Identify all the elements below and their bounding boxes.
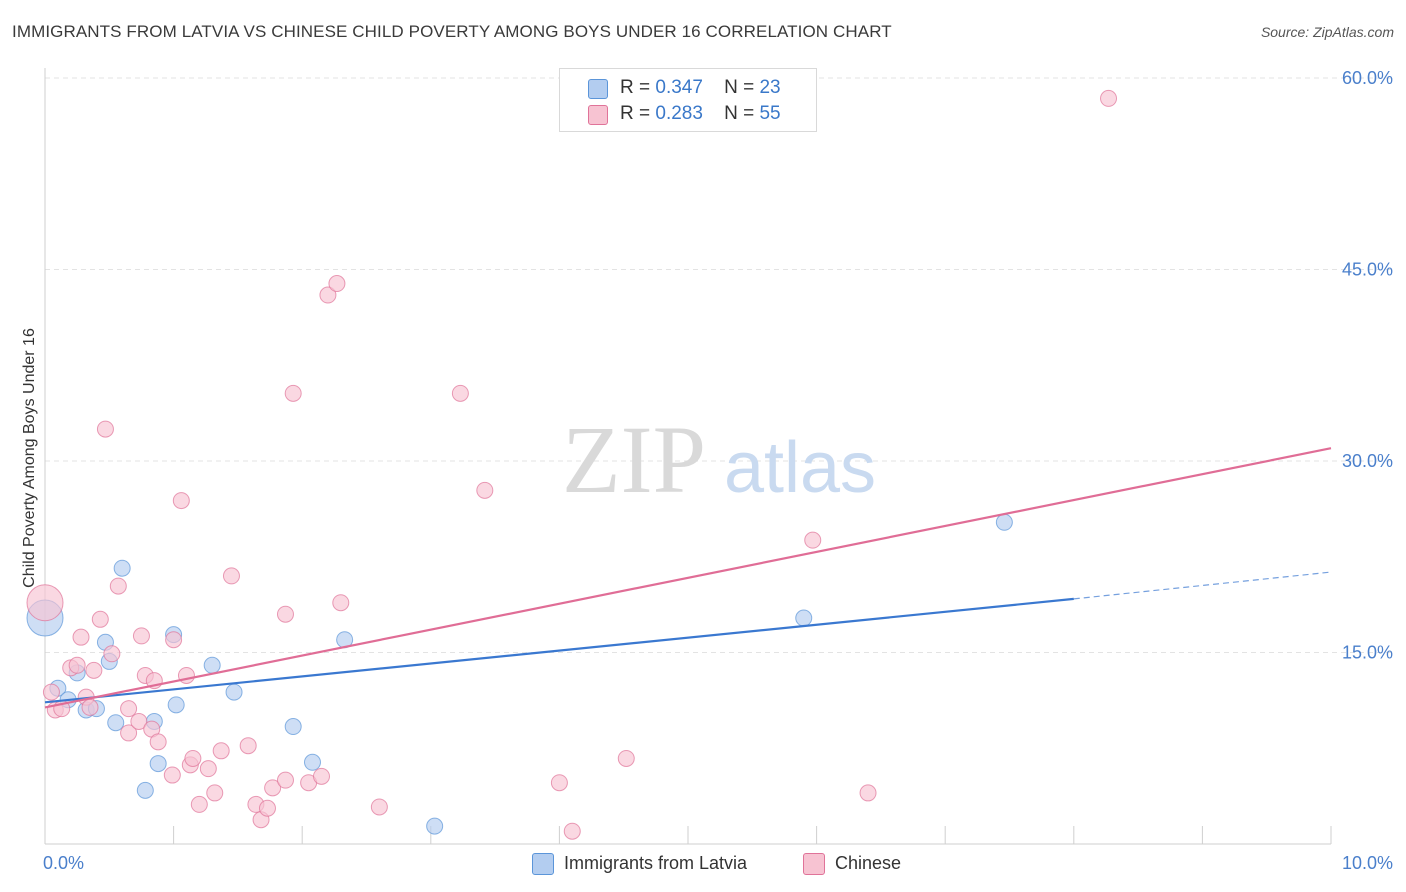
gridlines — [45, 77, 1392, 653]
chinese-point — [859, 784, 877, 802]
correlation-legend: R = 0.347 N = 23 R = 0.283 N = 55 — [559, 68, 817, 132]
latvia-point — [167, 696, 185, 714]
latvia-point — [107, 714, 125, 732]
watermark: ZIP atlas — [562, 406, 876, 513]
chinese-point — [312, 767, 330, 785]
chinese-point — [276, 771, 294, 789]
latvia-swatch — [588, 79, 608, 99]
chinese-point — [42, 683, 60, 701]
latvia-point — [303, 753, 321, 771]
chinese-point — [258, 799, 276, 817]
chinese-point — [239, 737, 257, 755]
chinese-point — [109, 577, 127, 595]
watermark-atlas: atlas — [724, 428, 876, 508]
latvia-point — [113, 559, 131, 577]
chinese-point — [284, 384, 302, 402]
latvia-point — [284, 718, 302, 736]
chinese-point — [328, 275, 346, 293]
chinese-legend-swatch — [803, 853, 825, 875]
n-label: N = — [724, 103, 755, 124]
latvia-point — [795, 609, 813, 627]
x-tick-label: 10.0% — [1342, 853, 1393, 873]
chinese-point — [222, 567, 240, 585]
chart-title: IMMIGRANTS FROM LATVIA VS CHINESE CHILD … — [12, 22, 892, 41]
chinese-point — [804, 531, 822, 549]
chinese-swatch — [588, 105, 608, 125]
chinese-point — [172, 492, 190, 510]
n-label: N = — [724, 77, 755, 98]
y-tick-label: 60.0% — [1342, 68, 1393, 88]
chinese-point — [617, 749, 635, 767]
chinese-point — [264, 779, 282, 797]
chinese-point — [26, 584, 64, 622]
y-tick-label: 45.0% — [1342, 260, 1393, 280]
series-chinese — [26, 89, 1118, 840]
x-tick-label: 0.0% — [43, 853, 84, 873]
chinese-point — [91, 610, 109, 628]
chinese-point — [120, 700, 138, 718]
y-tick-label: 30.0% — [1342, 451, 1393, 471]
latvia-r-value: 0.347 — [655, 77, 703, 98]
chinese-point — [132, 627, 150, 645]
latvia-legend-swatch — [532, 853, 554, 875]
latvia-trend-line — [44, 597, 1074, 704]
chinese-point — [206, 784, 224, 802]
chinese-point — [68, 656, 86, 674]
latvia-n-value: 23 — [759, 77, 781, 98]
tick-labels: 15.0% 30.0% 45.0% 60.0% 0.0% 10.0% — [43, 68, 1393, 873]
chinese-point — [96, 420, 114, 438]
chinese-point — [163, 766, 181, 784]
chinese-point — [476, 481, 494, 499]
source-label: Source: ZipAtlas.com — [1260, 24, 1394, 40]
watermark-zip: ZIP — [562, 406, 706, 513]
latvia-trend-extension — [1073, 571, 1332, 600]
chinese-point — [451, 384, 469, 402]
chinese-point — [120, 724, 138, 742]
axes — [44, 68, 1332, 845]
latvia-point — [149, 755, 167, 773]
r-label: R = — [620, 103, 651, 124]
chinese-trend-line — [44, 447, 1332, 709]
chinese-point — [85, 661, 103, 679]
chinese-n-value: 55 — [759, 103, 781, 124]
chinese-point — [72, 628, 90, 646]
chinese-point — [212, 742, 230, 760]
chinese-point — [184, 749, 202, 767]
latvia-point — [225, 683, 243, 701]
chinese-point — [276, 605, 294, 623]
r-label: R = — [620, 77, 651, 98]
chinese-point — [103, 645, 121, 663]
chinese-point — [190, 795, 208, 813]
chinese-point — [1100, 89, 1118, 107]
trend-lines — [44, 447, 1332, 709]
chinese-point — [563, 822, 581, 840]
latvia-point — [203, 656, 221, 674]
chinese-legend-label: Chinese — [835, 853, 902, 873]
chinese-point — [199, 760, 217, 778]
latvia-point — [995, 513, 1013, 531]
chinese-point — [149, 733, 167, 751]
latvia-point — [426, 817, 444, 835]
chinese-point — [165, 631, 183, 649]
chinese-r-value: 0.283 — [655, 103, 703, 124]
chinese-point — [550, 774, 568, 792]
chinese-point — [370, 798, 388, 816]
chinese-point — [332, 594, 350, 612]
chinese-point — [81, 698, 99, 716]
latvia-legend-label: Immigrants from Latvia — [564, 853, 748, 873]
chinese-point — [130, 712, 148, 730]
latvia-point — [136, 781, 154, 799]
chinese-point — [319, 286, 337, 304]
y-tick-label: 15.0% — [1342, 643, 1393, 663]
